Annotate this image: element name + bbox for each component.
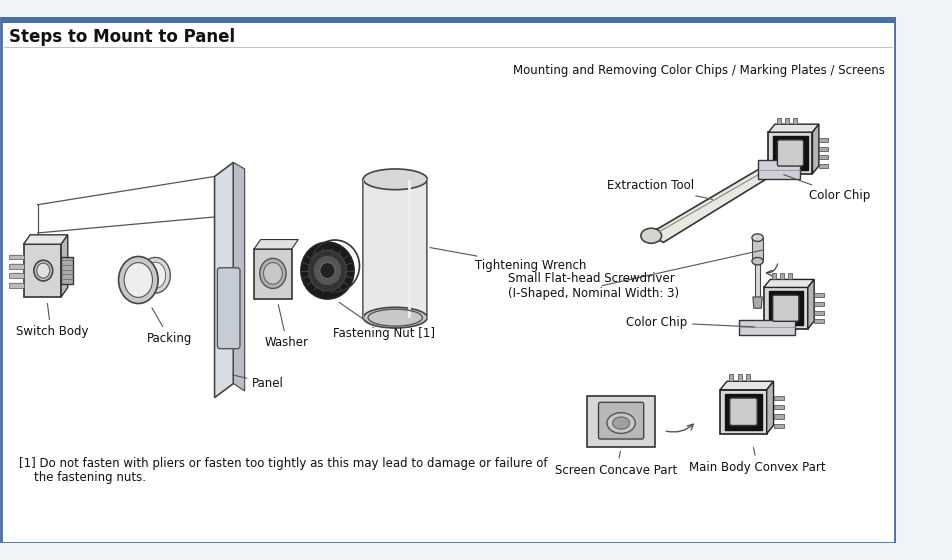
Polygon shape [764,287,808,329]
Polygon shape [720,390,766,434]
FancyBboxPatch shape [729,398,757,426]
Text: the fastening nuts.: the fastening nuts. [19,471,146,484]
Polygon shape [812,124,819,174]
Bar [819,155,828,160]
Bar [814,302,823,306]
Bar [772,273,776,279]
Bar [793,118,797,124]
Polygon shape [752,237,764,261]
Polygon shape [808,279,814,329]
Bar [781,273,784,279]
Bar [10,255,24,259]
Bar [773,136,807,170]
Text: Packing: Packing [147,308,192,345]
Ellipse shape [320,263,335,278]
Polygon shape [233,162,245,391]
Ellipse shape [264,263,283,284]
Ellipse shape [314,256,341,284]
Text: Color Chip: Color Chip [783,175,870,202]
Text: Color Chip: Color Chip [625,316,755,329]
Bar [10,283,24,287]
Polygon shape [364,179,427,318]
Polygon shape [24,235,68,244]
Ellipse shape [607,413,635,433]
Ellipse shape [752,234,764,241]
Polygon shape [720,381,774,390]
Ellipse shape [301,242,354,299]
Ellipse shape [37,263,50,278]
Polygon shape [214,162,233,398]
Bar [774,405,783,409]
Ellipse shape [34,260,52,281]
Bar [729,375,733,381]
Text: Washer: Washer [265,304,309,349]
Text: Fastening Nut [1]: Fastening Nut [1] [333,302,435,340]
Bar [788,273,792,279]
Polygon shape [24,244,61,297]
Text: Main Body Convex Part: Main Body Convex Part [689,447,826,474]
Ellipse shape [140,258,170,293]
Text: [1] Do not fasten with pliers or fasten too tightly as this may lead to damage o: [1] Do not fasten with pliers or fasten … [19,457,547,470]
Polygon shape [61,235,68,297]
Text: Extraction Tool: Extraction Tool [607,179,712,199]
FancyBboxPatch shape [778,140,803,166]
Bar [10,264,24,269]
Ellipse shape [124,263,152,297]
FancyBboxPatch shape [217,268,240,349]
Bar [774,396,783,400]
Text: Screen Concave Part: Screen Concave Part [555,451,678,477]
Bar [1,17,895,23]
Bar [814,293,823,297]
Bar [738,375,742,381]
Polygon shape [645,156,785,242]
Polygon shape [766,381,774,434]
Bar [725,394,762,430]
Bar [814,311,823,315]
Bar [777,118,781,124]
Text: Tightening Wrench: Tightening Wrench [430,248,586,272]
Bar [10,273,24,278]
Polygon shape [755,237,761,299]
Polygon shape [764,279,814,287]
Text: Panel: Panel [232,375,284,390]
Ellipse shape [752,258,764,265]
Polygon shape [587,396,655,446]
Polygon shape [61,258,73,284]
Ellipse shape [364,169,427,190]
Ellipse shape [145,262,166,288]
Ellipse shape [119,256,158,304]
Ellipse shape [613,417,629,429]
Bar [819,147,828,151]
Polygon shape [254,249,291,299]
Bar [819,138,828,142]
FancyBboxPatch shape [773,295,799,321]
Bar [784,118,789,124]
Text: Mounting and Removing Color Chips / Marking Plates / Screens: Mounting and Removing Color Chips / Mark… [513,63,884,77]
Polygon shape [739,320,795,334]
Ellipse shape [260,258,287,288]
Text: Switch Body: Switch Body [15,304,88,338]
Polygon shape [753,297,763,308]
FancyBboxPatch shape [599,402,644,439]
Polygon shape [758,161,800,179]
Ellipse shape [641,228,662,243]
Bar [774,414,783,418]
Text: Steps to Mount to Panel: Steps to Mount to Panel [10,28,235,46]
Polygon shape [768,124,819,132]
Bar [819,164,828,168]
Polygon shape [768,132,812,174]
Bar [746,375,750,381]
Bar [774,423,783,428]
Bar [814,319,823,324]
Text: Small Flat-head Screwdriver
(I-Shaped, Nominal Width: 3): Small Flat-head Screwdriver (I-Shaped, N… [508,273,680,301]
Polygon shape [254,240,298,249]
Ellipse shape [308,250,347,291]
Ellipse shape [364,307,427,328]
Bar [768,291,803,325]
